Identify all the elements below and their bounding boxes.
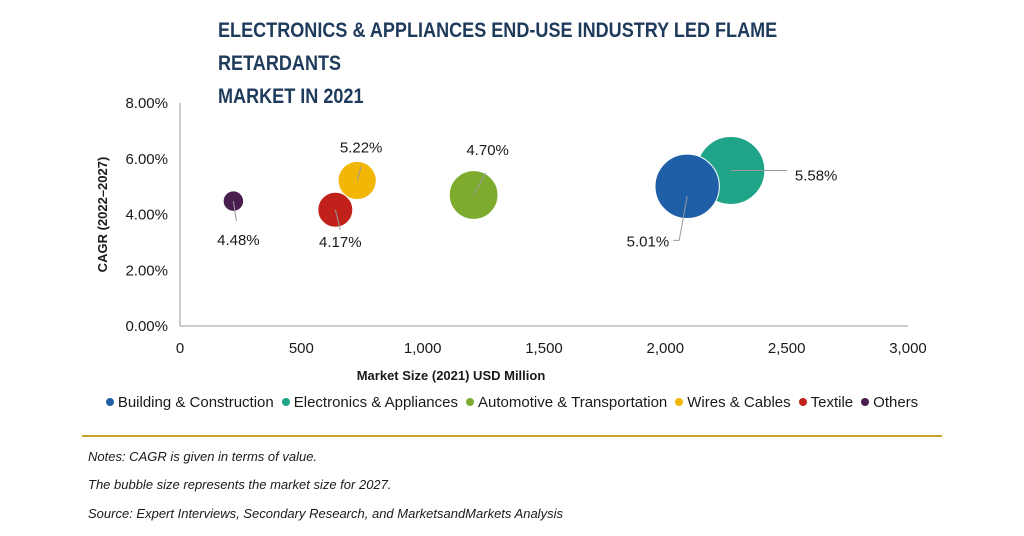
label-leader-line bbox=[356, 166, 362, 181]
legend-label: Others bbox=[873, 394, 919, 411]
legend-marker bbox=[105, 398, 114, 407]
data-label: 5.22% bbox=[340, 139, 383, 156]
legend-marker bbox=[675, 398, 684, 407]
x-tick-label: 0 bbox=[176, 340, 184, 357]
legend-label: Wires & Cables bbox=[687, 394, 791, 411]
x-axis-title: Market Size (2021) USD Million bbox=[357, 368, 546, 383]
label-leader-line bbox=[232, 201, 237, 222]
y-tick-label: 2.00% bbox=[125, 262, 168, 279]
data-label: 4.17% bbox=[319, 234, 362, 251]
note-bubble-size: The bubble size represents the market si… bbox=[88, 477, 392, 492]
y-axis-title: CAGR (2022–2027) bbox=[95, 157, 110, 273]
legend-label: Automotive & Transportation bbox=[478, 394, 668, 411]
legend-item: Others bbox=[861, 394, 918, 411]
legend-label: Electronics & Appliances bbox=[293, 394, 458, 411]
y-tick-label: 8.00% bbox=[125, 95, 168, 112]
chart-legend: Building & Construction Electronics & App… bbox=[0, 394, 1024, 411]
y-tick-label: 6.00% bbox=[125, 151, 168, 168]
label-leader-line bbox=[334, 209, 341, 230]
x-tick-label: 1,500 bbox=[525, 340, 563, 357]
chart-title-line-1: ELECTRONICS & APPLIANCES END-USE INDUSTR… bbox=[218, 19, 778, 75]
bubble-automotive-transportation bbox=[448, 170, 499, 220]
legend-item: Electronics & Appliances bbox=[281, 394, 458, 411]
chart-title-line-2: MARKET IN 2021 bbox=[218, 85, 364, 108]
bubble-chart: 0.00% 2.00% 4.00% 6.00% 8.00% 0 500 1,000 1,500 2… bbox=[95, 95, 927, 383]
legend-marker bbox=[466, 398, 474, 407]
data-label: 5.58% bbox=[795, 167, 838, 184]
legend-label: Building & Construction bbox=[117, 394, 274, 411]
legend-item: Wires & Cables bbox=[675, 394, 791, 411]
bubble-others bbox=[222, 190, 245, 212]
legend-marker bbox=[281, 398, 290, 407]
chart-title: ELECTRONICS & APPLIANCES END-USE INDUSTR… bbox=[218, 14, 872, 113]
y-tick-label: 4.00% bbox=[125, 207, 168, 224]
y-tick-label: 0.00% bbox=[125, 318, 168, 335]
legend-marker bbox=[861, 398, 870, 407]
data-label: 4.48% bbox=[217, 232, 260, 249]
label-leader-line bbox=[673, 196, 688, 241]
x-tick-label: 3,000 bbox=[889, 340, 927, 357]
data-label: 4.70% bbox=[466, 142, 509, 159]
x-tick-label: 2,500 bbox=[768, 340, 806, 357]
note-source: Source: Expert Interviews, Secondary Res… bbox=[88, 506, 563, 521]
legend-marker bbox=[798, 398, 807, 407]
note-cagr: Notes: CAGR is given in terms of value. bbox=[88, 449, 318, 464]
data-label: 5.01% bbox=[627, 233, 670, 250]
legend-label: Textile bbox=[810, 394, 854, 411]
label-leader-line bbox=[473, 172, 487, 196]
x-tick-label: 500 bbox=[289, 340, 314, 357]
legend-item: Building & Construction bbox=[105, 394, 274, 411]
legend-item: Textile bbox=[798, 394, 854, 411]
x-tick-label: 2,000 bbox=[647, 340, 685, 357]
x-tick-label: 1,000 bbox=[404, 340, 442, 357]
divider-line bbox=[82, 435, 942, 437]
legend-item: Automotive & Transportation bbox=[466, 394, 667, 411]
bubble-building-construction bbox=[654, 153, 720, 220]
